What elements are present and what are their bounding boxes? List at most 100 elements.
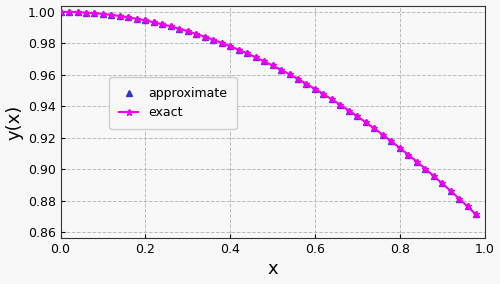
exact (405, 153, 411, 156)
approximate (464, 205, 470, 208)
exact (464, 205, 470, 208)
X-axis label: x: x (267, 260, 278, 278)
approximate (252, 56, 258, 59)
exact (244, 52, 250, 55)
exact (354, 115, 360, 118)
approximate (430, 174, 436, 178)
approximate (338, 103, 344, 106)
exact (422, 167, 428, 170)
exact (108, 13, 114, 17)
exact (320, 92, 326, 96)
exact (414, 160, 420, 163)
approximate (108, 13, 114, 17)
approximate (185, 30, 191, 33)
exact (58, 10, 64, 14)
exact (100, 12, 106, 16)
Legend: approximate, exact: approximate, exact (109, 77, 237, 129)
approximate (236, 48, 242, 51)
exact (430, 174, 436, 178)
approximate (74, 11, 80, 14)
exact (456, 197, 462, 200)
exact (261, 60, 267, 63)
exact (346, 109, 352, 112)
approximate (168, 25, 174, 28)
approximate (414, 160, 420, 163)
approximate (312, 87, 318, 91)
approximate (456, 197, 462, 200)
approximate (210, 38, 216, 41)
exact (312, 87, 318, 91)
approximate (202, 35, 207, 38)
exact (160, 22, 166, 26)
approximate (100, 12, 106, 16)
exact (388, 139, 394, 143)
exact (202, 35, 207, 38)
approximate (388, 139, 394, 143)
approximate (218, 41, 224, 45)
exact (83, 11, 89, 14)
exact (66, 10, 72, 14)
exact (193, 32, 199, 36)
approximate (83, 11, 89, 14)
approximate (320, 92, 326, 96)
approximate (422, 167, 428, 170)
exact (380, 133, 386, 137)
Line: exact: exact (57, 8, 480, 218)
approximate (176, 27, 182, 30)
approximate (193, 32, 199, 36)
exact (142, 19, 148, 22)
approximate (346, 109, 352, 112)
approximate (244, 52, 250, 55)
exact (372, 127, 378, 130)
approximate (117, 14, 123, 18)
approximate (270, 64, 276, 67)
exact (363, 121, 369, 124)
exact (286, 73, 292, 76)
exact (151, 20, 157, 24)
Y-axis label: y(x): y(x) (6, 104, 24, 140)
approximate (448, 189, 454, 193)
approximate (134, 17, 140, 20)
approximate (151, 20, 157, 24)
exact (439, 182, 445, 185)
approximate (304, 82, 310, 85)
approximate (380, 133, 386, 137)
exact (74, 11, 80, 14)
exact (227, 45, 233, 48)
exact (396, 146, 402, 150)
exact (126, 16, 132, 19)
exact (473, 213, 479, 216)
approximate (439, 182, 445, 185)
exact (176, 27, 182, 30)
approximate (363, 121, 369, 124)
approximate (295, 77, 301, 81)
exact (236, 48, 242, 51)
exact (338, 103, 344, 106)
approximate (126, 16, 132, 19)
approximate (261, 60, 267, 63)
approximate (329, 98, 335, 101)
exact (185, 30, 191, 33)
approximate (278, 68, 284, 72)
Line: approximate: approximate (58, 9, 479, 217)
approximate (372, 127, 378, 130)
approximate (227, 45, 233, 48)
exact (92, 12, 98, 15)
exact (295, 77, 301, 81)
exact (117, 14, 123, 18)
exact (304, 82, 310, 85)
exact (270, 64, 276, 67)
approximate (396, 146, 402, 150)
approximate (473, 213, 479, 216)
approximate (66, 10, 72, 14)
exact (278, 68, 284, 72)
exact (252, 56, 258, 59)
exact (329, 98, 335, 101)
approximate (142, 19, 148, 22)
approximate (354, 115, 360, 118)
approximate (58, 10, 64, 14)
exact (210, 38, 216, 41)
exact (448, 189, 454, 193)
approximate (160, 22, 166, 26)
approximate (92, 12, 98, 15)
